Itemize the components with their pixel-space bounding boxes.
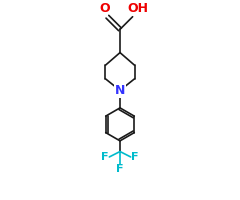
Text: F: F <box>101 152 109 162</box>
Text: N: N <box>115 84 125 97</box>
Text: O: O <box>100 2 110 15</box>
Text: F: F <box>131 152 139 162</box>
Text: F: F <box>116 164 124 174</box>
Text: OH: OH <box>127 2 149 15</box>
